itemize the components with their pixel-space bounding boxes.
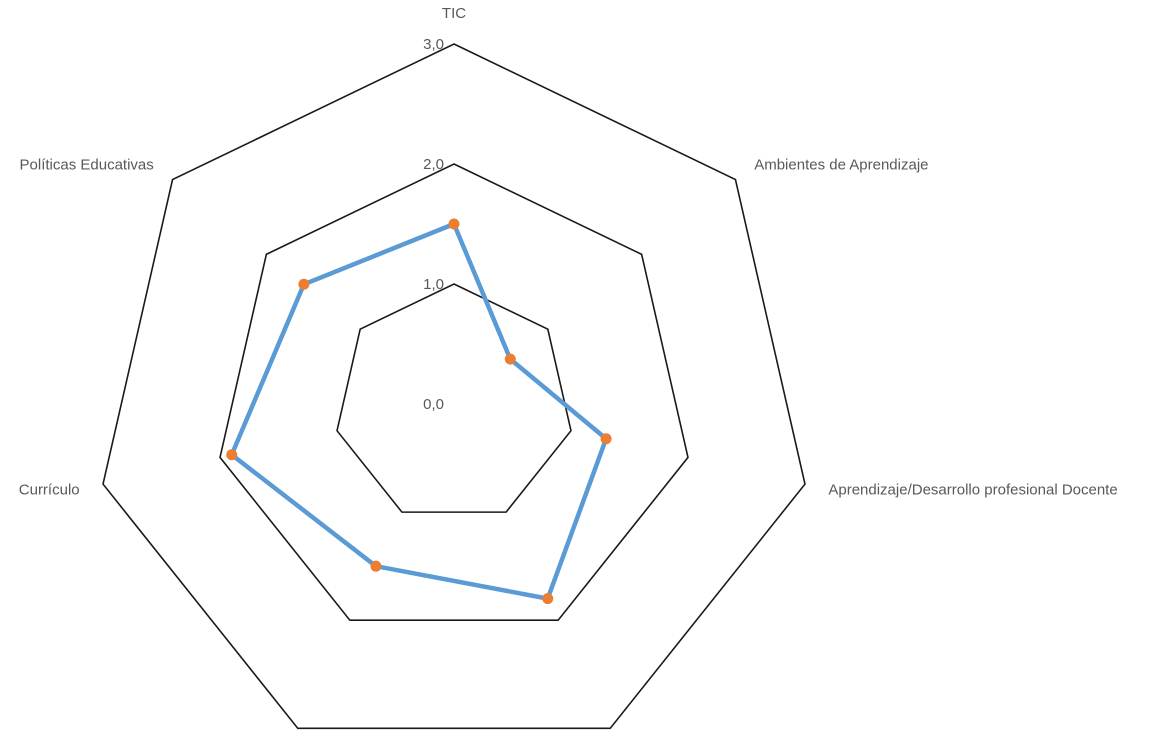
data-point-4 bbox=[370, 560, 382, 572]
tick-label-0: 0,0 bbox=[423, 396, 444, 413]
series-line-0 bbox=[229, 221, 609, 601]
data-point-5 bbox=[226, 449, 238, 461]
tick-label-1: 1,0 bbox=[423, 276, 444, 293]
grid-ring-3 bbox=[102, 43, 806, 730]
tick-label-3: 3,0 bbox=[423, 36, 444, 53]
data-point-6 bbox=[298, 278, 310, 290]
category-label-2: Aprendizaje/Desarrollo profesional Docen… bbox=[828, 481, 1117, 498]
category-label-5: Currículo bbox=[19, 481, 80, 498]
grid-ring-2 bbox=[219, 163, 689, 622]
category-label-6: Políticas Educativas bbox=[20, 157, 154, 174]
data-point-2 bbox=[600, 433, 612, 445]
data-point-1 bbox=[504, 353, 516, 365]
category-label-1: Ambientes de Aprendizaje bbox=[754, 157, 928, 174]
data-point-3 bbox=[542, 593, 554, 605]
data-point-0 bbox=[448, 218, 460, 230]
grid-ring-1 bbox=[336, 283, 572, 513]
category-label-0: TIC bbox=[442, 5, 466, 22]
grid-rings bbox=[102, 43, 806, 730]
series-layer bbox=[226, 218, 612, 605]
tick-label-2: 2,0 bbox=[423, 156, 444, 173]
tick-labels: 0,0 1,0 2,0 3,0 bbox=[423, 36, 444, 413]
category-labels: TIC Ambientes de Aprendizaje Aprendizaje/D… bbox=[19, 5, 1118, 747]
